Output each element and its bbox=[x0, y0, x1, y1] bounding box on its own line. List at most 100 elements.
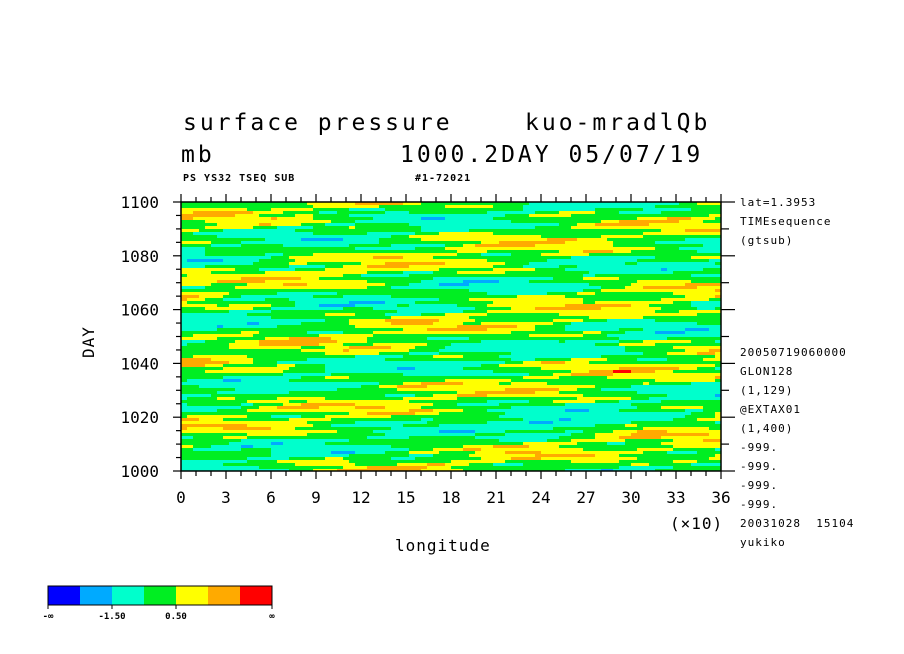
heatmap-cell bbox=[679, 265, 685, 268]
heatmap-cell bbox=[565, 394, 571, 397]
heatmap-cell bbox=[493, 388, 499, 391]
heatmap-cell bbox=[391, 244, 397, 247]
heatmap-cell bbox=[205, 292, 211, 295]
heatmap-cell bbox=[403, 262, 409, 265]
heatmap-cell bbox=[505, 379, 511, 382]
heatmap-cell bbox=[235, 310, 241, 313]
heatmap-cell bbox=[517, 328, 523, 331]
heatmap-cell bbox=[427, 388, 433, 391]
heatmap-cell bbox=[571, 256, 577, 259]
heatmap-cell bbox=[667, 328, 673, 331]
heatmap-cell bbox=[193, 262, 199, 265]
heatmap-cell bbox=[265, 235, 271, 238]
heatmap-cell bbox=[541, 376, 547, 379]
heatmap-cell bbox=[319, 343, 325, 346]
heatmap-cell bbox=[553, 457, 559, 460]
heatmap-cell bbox=[571, 361, 577, 364]
heatmap-cell bbox=[319, 460, 325, 463]
heatmap-cell bbox=[523, 391, 529, 394]
heatmap-cell bbox=[463, 223, 469, 226]
heatmap-cell bbox=[241, 256, 247, 259]
heatmap-cell bbox=[205, 394, 211, 397]
heatmap-cell bbox=[379, 421, 385, 424]
heatmap-cell bbox=[529, 352, 535, 355]
heatmap-cell bbox=[181, 325, 187, 328]
heatmap-cell bbox=[397, 448, 403, 451]
info-line: -999. bbox=[740, 498, 779, 511]
heatmap-cell bbox=[499, 322, 505, 325]
heatmap-cell bbox=[523, 244, 529, 247]
heatmap-cell bbox=[589, 277, 595, 280]
heatmap-cell bbox=[325, 364, 331, 367]
heatmap-cell bbox=[577, 202, 583, 205]
heatmap-cell bbox=[463, 316, 469, 319]
heatmap-cell bbox=[709, 304, 715, 307]
heatmap-cell bbox=[313, 388, 319, 391]
heatmap-cell bbox=[409, 298, 415, 301]
heatmap-cell bbox=[685, 247, 691, 250]
heatmap-cell bbox=[265, 325, 271, 328]
heatmap-cell bbox=[349, 280, 355, 283]
heatmap-cell bbox=[661, 433, 667, 436]
heatmap-cell bbox=[661, 241, 667, 244]
heatmap-cell bbox=[217, 325, 223, 328]
heatmap-cell bbox=[541, 286, 547, 289]
heatmap-cell bbox=[331, 367, 337, 370]
heatmap-cell bbox=[655, 202, 661, 205]
heatmap-cell bbox=[415, 427, 421, 430]
heatmap-cell bbox=[343, 463, 349, 466]
heatmap-cell bbox=[403, 370, 409, 373]
heatmap-cell bbox=[277, 415, 283, 418]
heatmap-cell bbox=[361, 220, 367, 223]
heatmap-cell bbox=[247, 220, 253, 223]
heatmap-cell bbox=[667, 232, 673, 235]
heatmap-cell bbox=[673, 427, 679, 430]
heatmap-cell bbox=[385, 211, 391, 214]
heatmap-cell bbox=[433, 355, 439, 358]
heatmap-cell bbox=[463, 370, 469, 373]
heatmap-cell bbox=[553, 406, 559, 409]
heatmap-cell bbox=[643, 262, 649, 265]
heatmap-cell bbox=[367, 361, 373, 364]
heatmap-cell bbox=[685, 310, 691, 313]
heatmap-cell bbox=[331, 280, 337, 283]
heatmap-cell bbox=[637, 283, 643, 286]
heatmap-cell bbox=[619, 322, 625, 325]
heatmap-cell bbox=[433, 361, 439, 364]
heatmap-cell bbox=[301, 232, 307, 235]
heatmap-cell bbox=[295, 388, 301, 391]
heatmap-cell bbox=[391, 349, 397, 352]
heatmap-cell bbox=[631, 436, 637, 439]
heatmap-cell bbox=[511, 286, 517, 289]
heatmap-cell bbox=[241, 229, 247, 232]
heatmap-cell bbox=[541, 427, 547, 430]
heatmap-cell bbox=[511, 421, 517, 424]
heatmap-cell bbox=[547, 367, 553, 370]
heatmap-cell bbox=[571, 448, 577, 451]
heatmap-cell bbox=[607, 349, 613, 352]
heatmap-cell bbox=[475, 205, 481, 208]
heatmap-cell bbox=[463, 265, 469, 268]
heatmap-cell bbox=[583, 361, 589, 364]
heatmap-cell bbox=[265, 409, 271, 412]
heatmap-cell bbox=[373, 352, 379, 355]
heatmap-cell bbox=[427, 223, 433, 226]
heatmap-cell bbox=[355, 253, 361, 256]
heatmap-cell bbox=[679, 283, 685, 286]
colorbar-label: 0.50 bbox=[165, 612, 187, 622]
heatmap-cell bbox=[277, 451, 283, 454]
heatmap-cell bbox=[547, 355, 553, 358]
heatmap-cell bbox=[367, 319, 373, 322]
heatmap-cell bbox=[247, 439, 253, 442]
heatmap-cell bbox=[691, 283, 697, 286]
heatmap-cell bbox=[391, 457, 397, 460]
heatmap-cell bbox=[505, 391, 511, 394]
heatmap-cell bbox=[301, 349, 307, 352]
heatmap-cell bbox=[325, 385, 331, 388]
heatmap-cell bbox=[679, 280, 685, 283]
heatmap-cell bbox=[235, 280, 241, 283]
heatmap-cell bbox=[535, 451, 541, 454]
info-line: -999. bbox=[740, 479, 779, 492]
heatmap-cell bbox=[337, 343, 343, 346]
heatmap-cell bbox=[223, 358, 229, 361]
